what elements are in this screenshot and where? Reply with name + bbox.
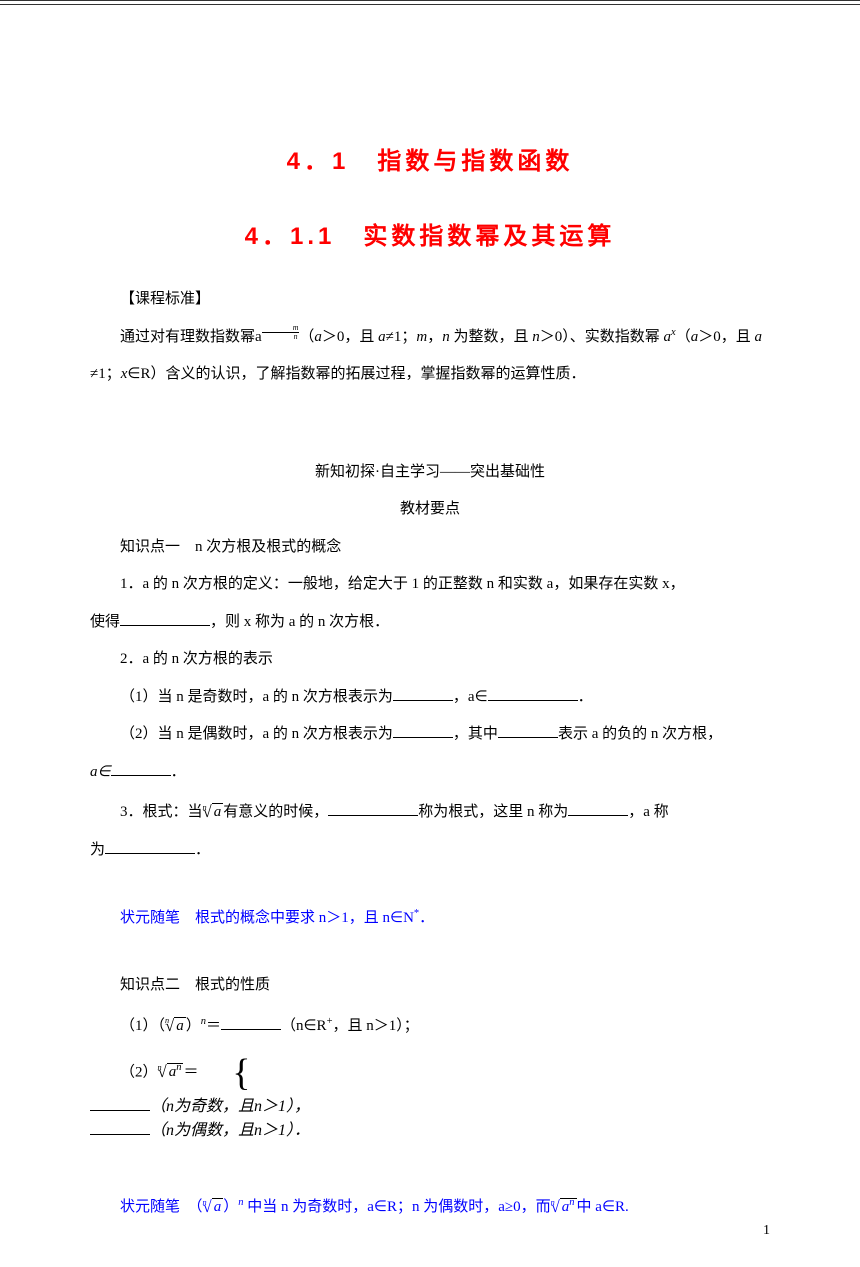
text: ≠1； <box>386 329 417 345</box>
var-n: n <box>442 329 450 345</box>
text: 称为根式，这里 n 称为 <box>418 804 568 820</box>
text: a∈ <box>90 764 111 780</box>
text: ∈R）含义的认识，了解指数幂的拓展过程，掌握指数幂的运算性质． <box>127 366 585 382</box>
fill-blank[interactable] <box>498 725 558 739</box>
text: ＞0，且 <box>698 329 754 345</box>
text: （2）当 n 是偶数时，a 的 n 次方根表示为 <box>120 726 393 742</box>
text: 中当 n 为奇数时，a∈R；n 为偶数时，a≥0，而 <box>243 1199 550 1215</box>
page-number: 1 <box>763 1223 770 1239</box>
text: ，a∈ <box>453 689 488 705</box>
fill-blank[interactable] <box>393 725 453 739</box>
kp1-item2-2: （2）当 n 是偶数时，a 的 n 次方根表示为 ，其中 表示 a 的负的 n 次方… <box>90 716 770 754</box>
text: ＞0）、实数指数幂 <box>540 329 664 345</box>
text: ． <box>171 764 186 780</box>
fill-blank[interactable] <box>568 803 628 817</box>
text: （ <box>299 329 314 345</box>
var-a: a <box>754 329 762 345</box>
spacer <box>90 1156 770 1186</box>
text: ＞0，且 <box>322 329 378 345</box>
document-page: 4．1 指数与指数函数 4．1.1 实数指数幂及其运算 【课程标准】 通过对有理… <box>0 0 860 1267</box>
root-expr: n√a <box>165 1018 186 1034</box>
math-expr: amn <box>255 329 299 345</box>
text: 为 <box>90 842 105 858</box>
kp1-def-line2: 使得 ，则 x 称为 a 的 n 次方根． <box>90 604 770 642</box>
spacer <box>90 937 770 967</box>
text: （n为奇数，且n＞1）， <box>150 1098 310 1115</box>
spacer <box>90 394 770 424</box>
kp1-item3: 3．根式：当n√a有意义的时候， 称为根式，这里 n 称为 ，a 称 <box>90 791 770 832</box>
text: ＝ <box>183 1064 198 1080</box>
spacer <box>90 870 770 900</box>
course-standard-label: 【课程标准】 <box>90 281 770 319</box>
spacer <box>90 424 770 454</box>
text: 使得 <box>90 614 120 630</box>
note-text: 根式的概念中要求 n＞1，且 n∈N <box>180 910 414 926</box>
fill-blank[interactable] <box>393 687 453 701</box>
text: ＝ <box>206 1018 221 1034</box>
section-title: 4．1.1 实数指数幂及其运算 <box>90 216 770 251</box>
subsection-header: 新知初探·自主学习——突出基础性 <box>90 454 770 492</box>
kp2-item2: （2）n√an＝ { <box>90 1054 770 1092</box>
fill-blank[interactable] <box>221 1016 281 1030</box>
note-2: 状元随笔 （n√a）n 中当 n 为奇数时，a∈R；n 为偶数时，a≥0，而n√… <box>90 1186 770 1227</box>
root-expr: n√a <box>203 804 224 820</box>
text: 3．根式：当 <box>120 804 203 820</box>
text: （n∈R <box>281 1018 327 1034</box>
text: ，a 称 <box>628 804 668 820</box>
fill-blank[interactable] <box>90 1097 150 1111</box>
fill-blank[interactable] <box>120 612 210 626</box>
var-n: n <box>532 329 540 345</box>
fill-blank[interactable] <box>111 762 171 776</box>
text: ） <box>186 1018 201 1034</box>
text: ． <box>578 689 593 705</box>
text: （ <box>180 1199 203 1215</box>
note-label: 状元随笔 <box>120 910 180 926</box>
knowledge-point-2-title: 知识点二 根式的性质 <box>90 967 770 1005</box>
kp1-item2: 2．a 的 n 次方根的表示 <box>90 641 770 679</box>
text: ，且 n＞1）； <box>332 1018 418 1034</box>
note-1: 状元随笔 根式的概念中要求 n＞1，且 n∈N*． <box>90 900 770 938</box>
text: ≠1； <box>90 366 121 382</box>
cases-brace: { <box>202 1054 254 1092</box>
text: （n为偶数，且n＞1）． <box>150 1122 310 1139</box>
kp1-item2-1: （1）当 n 是奇数时，a 的 n 次方根表示为 ，a∈ ． <box>90 679 770 717</box>
root-expr: n√a <box>203 1199 224 1215</box>
kp1-def-line1: 1．a 的 n 次方根的定义：一般地，给定大于 1 的正整数 n 和实数 a，如… <box>90 566 770 604</box>
text: ） <box>223 1199 238 1215</box>
text: 有意义的时候， <box>223 804 328 820</box>
text: ，其中 <box>453 726 498 742</box>
text: 中 a∈R. <box>577 1199 629 1215</box>
text: ， <box>427 329 442 345</box>
math-expr: ax <box>664 329 676 345</box>
chapter-title: 4．1 指数与指数函数 <box>90 141 770 176</box>
text: 通过对有理数指数幂 <box>120 329 255 345</box>
course-standard-text: 通过对有理数指数幂amn（a＞0，且 a≠1；m，n 为整数，且 n＞0）、实数… <box>90 319 770 394</box>
text: （ <box>676 329 691 345</box>
fill-blank[interactable] <box>488 687 578 701</box>
root-expr: n√an <box>158 1064 184 1080</box>
text: （1）（ <box>120 1018 165 1034</box>
kp1-item3b: 为． <box>90 832 770 870</box>
text: （2） <box>120 1064 158 1080</box>
fill-blank[interactable] <box>105 841 195 855</box>
var-a: a <box>314 329 322 345</box>
text: 为整数，且 <box>450 329 533 345</box>
note-label: 状元随笔 <box>120 1199 180 1215</box>
root-expr: n√an <box>551 1199 577 1215</box>
var-m: m <box>416 329 427 345</box>
text: 表示 a 的负的 n 次方根， <box>558 726 722 742</box>
text: ． <box>419 910 434 926</box>
fill-blank[interactable] <box>90 1121 150 1135</box>
kp2-item1: （1）（n√a）n＝（n∈R+，且 n＞1）； <box>90 1005 770 1046</box>
var-a: a <box>378 329 386 345</box>
subsection-label: 教材要点 <box>90 491 770 529</box>
fill-blank[interactable] <box>328 803 418 817</box>
kp1-item2-2b: a∈ ． <box>90 754 770 792</box>
text: ，则 x 称为 a 的 n 次方根． <box>210 614 389 630</box>
left-brace-icon: { <box>202 1054 250 1092</box>
text: ． <box>195 842 210 858</box>
knowledge-point-1-title: 知识点一 n 次方根及根式的概念 <box>90 529 770 567</box>
text: （1）当 n 是奇数时，a 的 n 次方根表示为 <box>120 689 393 705</box>
